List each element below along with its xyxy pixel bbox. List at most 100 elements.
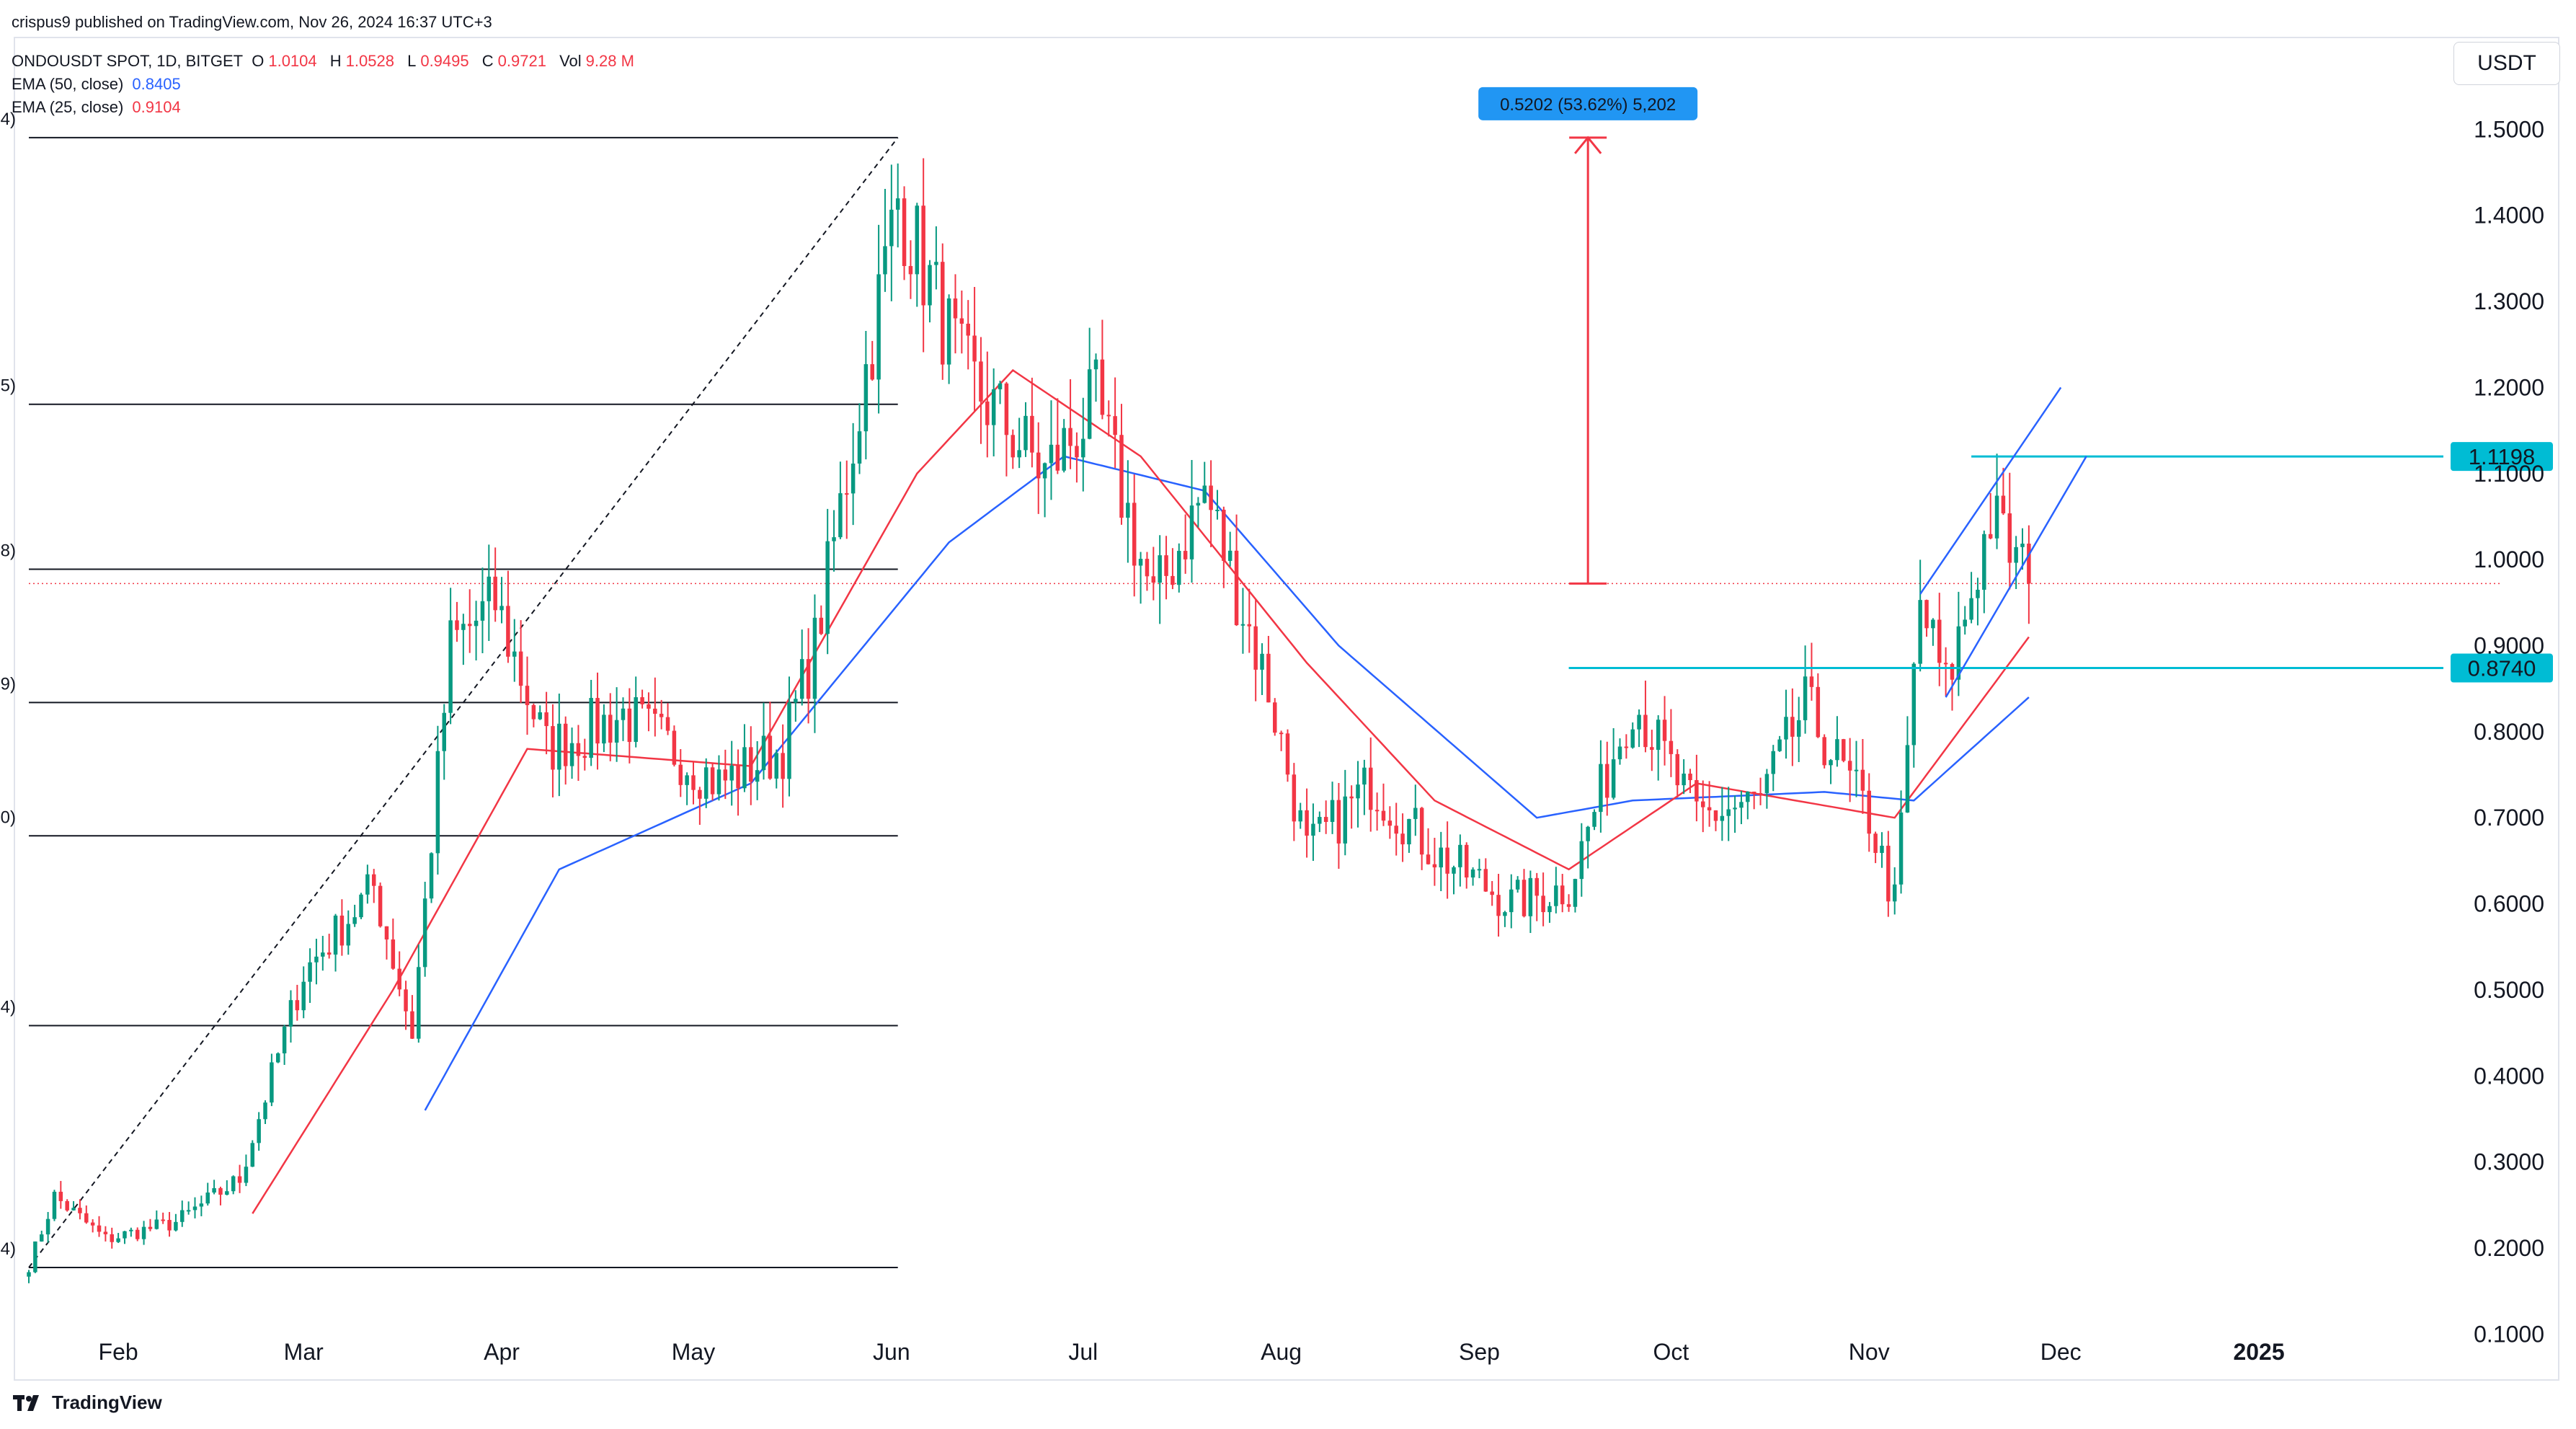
candle-body bbox=[2007, 513, 2012, 563]
candle-body bbox=[250, 1143, 255, 1167]
candle-body bbox=[1751, 792, 1756, 794]
candle-body bbox=[1049, 444, 1054, 464]
candle-body bbox=[352, 917, 357, 924]
candle-body bbox=[218, 1187, 223, 1195]
candle-body bbox=[1093, 359, 1098, 370]
candle-body bbox=[1847, 761, 1852, 771]
ema25-label: EMA (25, close) bbox=[12, 98, 124, 116]
candle-body bbox=[794, 699, 798, 703]
candle-body bbox=[1803, 676, 1808, 720]
candle-body bbox=[1790, 717, 1795, 737]
candle-body bbox=[659, 713, 664, 717]
candle-body bbox=[199, 1203, 204, 1207]
candle-body bbox=[1758, 792, 1763, 795]
ema50-legend[interactable]: EMA (50, close) 0.8405 bbox=[12, 75, 185, 94]
candle-body bbox=[768, 735, 773, 779]
candle-body bbox=[589, 698, 593, 758]
candle-body bbox=[422, 898, 427, 968]
y-tick-label: 0.7000 bbox=[2474, 805, 2544, 831]
candle-body bbox=[65, 1200, 69, 1211]
measure-info-box[interactable] bbox=[1478, 87, 1698, 120]
candle-body bbox=[493, 576, 497, 611]
currency-selector[interactable]: USDT bbox=[2453, 42, 2560, 85]
candle-body bbox=[2027, 543, 2031, 584]
y-tick-label: 1.0000 bbox=[2474, 547, 2544, 572]
candle-body bbox=[1963, 619, 1967, 627]
candle-body bbox=[946, 298, 951, 365]
symbol-legend[interactable]: ONDOUSDT SPOT, 1D, BITGET O 1.0104 H 1.052… bbox=[12, 52, 643, 71]
candle-body bbox=[480, 601, 485, 621]
fib-level-label: 1 (0.1774) bbox=[0, 1239, 16, 1259]
candle-body bbox=[154, 1219, 159, 1229]
candle-body bbox=[1892, 884, 1897, 902]
candle-body bbox=[1343, 796, 1348, 844]
candle-body bbox=[1336, 800, 1341, 844]
candle-body bbox=[742, 747, 747, 789]
candle-body bbox=[1171, 575, 1175, 585]
candle-body bbox=[1982, 534, 1986, 590]
level-price-tag[interactable] bbox=[2451, 442, 2553, 472]
candle-body bbox=[2020, 543, 2025, 547]
candle-body bbox=[1311, 823, 1315, 836]
candle-body bbox=[608, 714, 613, 743]
candle-body bbox=[1177, 551, 1181, 585]
candle-body bbox=[685, 775, 689, 785]
level-price-tag[interactable] bbox=[2451, 653, 2553, 683]
published-by-text: crispus9 published on TradingView.com, N… bbox=[12, 13, 492, 31]
candle-body bbox=[1726, 809, 1731, 816]
candle-body bbox=[1956, 626, 1961, 680]
candle-body bbox=[665, 717, 670, 731]
candle-body bbox=[710, 767, 715, 795]
candle-body bbox=[729, 765, 734, 781]
candle-body bbox=[749, 747, 753, 782]
candle-body bbox=[129, 1229, 133, 1231]
candle-body bbox=[1458, 844, 1462, 867]
candle-body bbox=[1062, 428, 1066, 471]
candle-body bbox=[1215, 509, 1220, 511]
candle-body bbox=[1496, 895, 1501, 916]
candle-body bbox=[1292, 774, 1297, 822]
candle-body bbox=[1822, 737, 1826, 766]
candle-body bbox=[1196, 503, 1201, 506]
candle-body bbox=[1650, 747, 1654, 751]
candle-body bbox=[915, 205, 920, 275]
candle-body bbox=[78, 1208, 82, 1213]
candle-body bbox=[1829, 760, 1833, 766]
candle-body bbox=[512, 651, 517, 657]
candle-body bbox=[1867, 790, 1871, 834]
ohlc-low: L 0.9495 bbox=[407, 52, 469, 70]
candle-body bbox=[672, 730, 677, 765]
candle-body bbox=[825, 541, 830, 634]
ema25-legend[interactable]: EMA (25, close) 0.9104 bbox=[12, 98, 185, 117]
symbol-name[interactable]: ONDOUSDT SPOT, 1D, BITGET bbox=[12, 52, 244, 70]
candle-body bbox=[716, 769, 721, 795]
candle-body bbox=[1643, 714, 1648, 748]
candle-body bbox=[1119, 435, 1124, 518]
candle-body bbox=[640, 697, 644, 704]
fib-level-label: 0.786 (0.4584) bbox=[0, 998, 16, 1017]
tradingview-logo-icon bbox=[13, 1394, 39, 1411]
candle-body bbox=[186, 1210, 191, 1212]
candle-body bbox=[123, 1231, 127, 1239]
candle-body bbox=[774, 753, 779, 779]
candle-body bbox=[339, 915, 345, 946]
candle-body bbox=[1470, 869, 1475, 878]
candle-body bbox=[1675, 753, 1680, 786]
candle-body bbox=[959, 318, 964, 324]
candle-body bbox=[110, 1234, 114, 1242]
candle-body bbox=[167, 1220, 172, 1231]
tradingview-logo[interactable]: TradingView bbox=[13, 1392, 162, 1414]
candle-body bbox=[921, 205, 925, 306]
candle-body bbox=[474, 620, 479, 627]
candle-body bbox=[1611, 759, 1616, 798]
measure-info-label: 0.5202 (53.62%) 5,202 bbox=[1500, 95, 1676, 115]
level-price-label: 0.8740 bbox=[2468, 656, 2536, 681]
candle-body bbox=[1554, 885, 1558, 906]
candle-body bbox=[1586, 826, 1590, 841]
candle-body bbox=[634, 697, 638, 743]
candle-body bbox=[1573, 879, 1578, 907]
candle-body bbox=[582, 756, 587, 758]
candle-body bbox=[1560, 885, 1565, 905]
candle-body bbox=[448, 620, 453, 713]
